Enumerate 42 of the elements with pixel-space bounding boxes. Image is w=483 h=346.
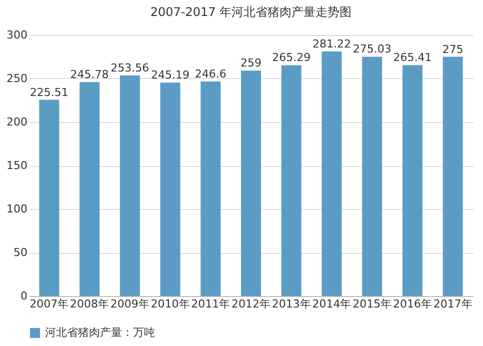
bar — [281, 65, 302, 296]
x-tick-label: 2015年 — [352, 298, 392, 310]
y-tick-label: 100 — [6, 202, 28, 216]
data-label: 281.22 — [312, 37, 351, 50]
y-tick-label: 250 — [6, 72, 28, 85]
data-label: 253.56 — [110, 61, 150, 74]
bar — [200, 81, 221, 296]
data-label: 245.78 — [70, 68, 109, 82]
x-tick-label: 2017年 — [433, 298, 472, 310]
data-label: 259 — [240, 56, 262, 70]
y-tick-label: 200 — [6, 116, 28, 128]
x-tick-label: 2007年 — [30, 298, 69, 310]
bar — [80, 82, 100, 296]
bar — [160, 82, 180, 296]
x-tick-label: 2013年 — [272, 298, 311, 310]
data-label: 265.29 — [272, 51, 311, 64]
y-tick-label: 50 — [14, 246, 28, 259]
data-label: 246.6 — [194, 67, 226, 80]
bar — [402, 65, 422, 296]
data-label: 245.19 — [151, 68, 190, 82]
x-tick-label: 2012年 — [232, 298, 270, 310]
bar — [120, 75, 140, 296]
y-tick-label: 300 — [6, 28, 28, 42]
bar — [322, 51, 342, 296]
data-label: 265.41 — [393, 51, 432, 64]
y-tick-label: 150 — [6, 159, 28, 172]
x-tick-label: 2010年 — [150, 298, 190, 310]
x-tick-label: 2016年 — [392, 298, 432, 310]
bar — [442, 56, 463, 296]
data-label: 275 — [442, 42, 464, 56]
x-tick-label: 2014年 — [312, 298, 352, 310]
x-tick-label: 2008年 — [70, 298, 110, 310]
chart-title: 2007-2017 年河北省猪肉产量走势图 — [150, 5, 352, 19]
x-tick-label: 2009年 — [110, 298, 150, 310]
data-label: 275.03 — [352, 42, 392, 56]
data-label: 225.51 — [30, 86, 68, 99]
legend-label: 河北省猪肉产量：万吨 — [45, 326, 155, 339]
bar — [362, 56, 382, 296]
bar — [241, 70, 261, 296]
x-tick-label: 2011年 — [191, 298, 230, 310]
bar — [39, 100, 60, 296]
y-tick-label: 0 — [20, 290, 28, 302]
